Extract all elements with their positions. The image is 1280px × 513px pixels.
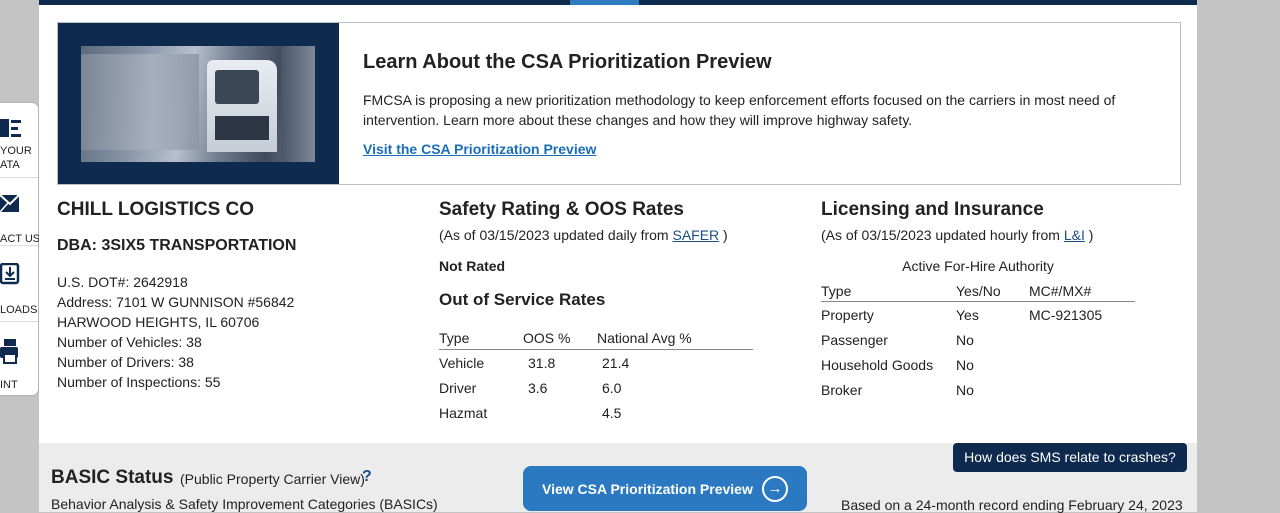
inspection-count: Number of Inspections: 55 (57, 374, 221, 390)
table-row: Broker No (821, 381, 974, 398)
carrier-address: Address: 7101 W GUNNISON #56842 (57, 294, 295, 310)
print-label: INT (0, 379, 18, 391)
column-header: Yes/No (956, 280, 1029, 302)
column-header: Type (439, 327, 523, 350)
button-label: View CSA Prioritization Preview (542, 481, 753, 497)
basic-status-section: BASIC Status (Public Property Carrier Vi… (39, 443, 1197, 513)
basic-status-title: BASIC Status (51, 467, 174, 488)
carrier-dba: DBA: 3SIX5 TRANSPORTATION (57, 237, 297, 254)
your-data-label-2: ATA (0, 159, 20, 171)
download-icon (0, 263, 20, 285)
safety-rating-value: Not Rated (439, 258, 506, 274)
arrow-right-icon: → (762, 476, 788, 502)
banner-text: FMCSA is proposing a new prioritization … (363, 92, 1116, 128)
banner-image-panel (58, 23, 339, 184)
side-toolbar: YOUR ATA ACT US LOADS INT (0, 103, 41, 395)
column-header: MC#/MX# (1029, 280, 1135, 302)
table-row: Passenger No (821, 331, 974, 348)
divider (0, 321, 38, 322)
contact-us-tool[interactable]: ACT US (0, 181, 41, 245)
sms-crashes-button[interactable]: How does SMS relate to crashes? (953, 443, 1187, 472)
vehicle-count: Number of Vehicles: 38 (57, 334, 202, 350)
divider (0, 245, 38, 246)
contact-us-label: ACT US (0, 233, 41, 245)
envelope-icon (0, 195, 20, 213)
top-nav-bar (39, 0, 1197, 5)
basic-description: Behavior Analysis & Safety Improvement C… (51, 496, 438, 512)
column-header: OOS % (523, 327, 597, 350)
table-row: Property Yes MC-921305 (821, 306, 1103, 323)
table-row: Hazmat 4.5 (439, 404, 622, 421)
your-data-label: YOUR (0, 145, 32, 157)
downloads-label: LOADS (0, 304, 38, 316)
main-content: Learn About the CSA Prioritization Previ… (39, 0, 1197, 513)
record-period-text: Based on a 24-month record ending Februa… (841, 497, 1183, 513)
active-nav-tab-indicator (570, 0, 639, 5)
banner-title: Learn About the CSA Prioritization Previ… (363, 51, 772, 73)
safety-rating-title: Safety Rating & OOS Rates (439, 199, 684, 220)
print-tool[interactable]: INT (0, 325, 38, 393)
csa-preview-banner: Learn About the CSA Prioritization Previ… (57, 22, 1181, 185)
column-header: Type (821, 280, 956, 302)
dot-number: U.S. DOT#: 2642918 (57, 274, 188, 290)
column-header: National Avg % (597, 327, 753, 350)
view-csa-preview-button[interactable]: View CSA Prioritization Preview → (523, 466, 807, 511)
table-row: Driver 3.6 6.0 (439, 379, 622, 396)
authority-table: Type Yes/No MC#/MX# Property Yes MC-921305… (821, 280, 1135, 402)
truck-image (81, 46, 315, 162)
downloads-tool[interactable]: LOADS (0, 249, 38, 321)
printer-icon (0, 339, 18, 364)
basic-status-subtitle: (Public Property Carrier View) (180, 471, 365, 487)
safety-asof: (As of 03/15/2023 updated daily from SAF… (439, 227, 728, 243)
li-link[interactable]: L&I (1063, 227, 1085, 243)
help-icon[interactable]: ? (362, 468, 372, 485)
licensing-title: Licensing and Insurance (821, 199, 1044, 220)
carrier-name: CHILL LOGISTICS CO (57, 199, 255, 220)
table-row: Household Goods No (821, 356, 974, 373)
licensing-asof: (As of 03/15/2023 updated hourly from L&… (821, 227, 1094, 243)
your-data-tool[interactable]: YOUR ATA (0, 111, 38, 181)
data-icon (0, 119, 21, 137)
carrier-details: U.S. DOT#: 2642918 Address: 7101 W GUNNI… (57, 272, 294, 392)
driver-count: Number of Drivers: 38 (57, 354, 194, 370)
table-row: Vehicle 31.8 21.4 (439, 354, 630, 371)
oos-rates-table: Type OOS % National Avg % Vehicle 31.8 21.… (439, 327, 753, 425)
oos-rates-title: Out of Service Rates (439, 290, 606, 309)
divider (0, 177, 38, 178)
carrier-city: HARWOOD HEIGHTS, IL 60706 (57, 314, 260, 330)
authority-caption: Active For-Hire Authority (902, 258, 1054, 274)
visit-csa-preview-link[interactable]: Visit the CSA Prioritization Preview (363, 141, 597, 157)
safer-link[interactable]: SAFER (672, 227, 720, 243)
